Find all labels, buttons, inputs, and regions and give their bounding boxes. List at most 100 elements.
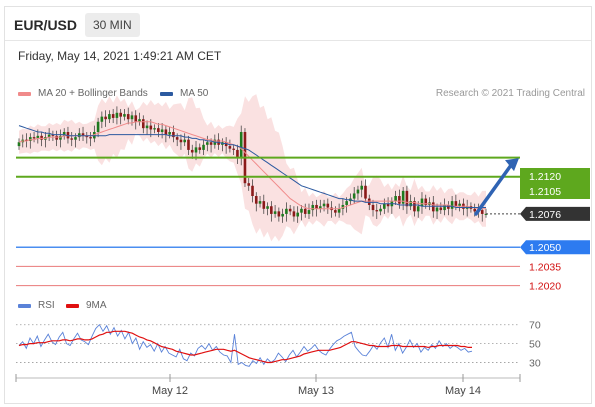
candle-body: [360, 185, 364, 190]
legend-label: RSI: [38, 300, 55, 311]
candle-body: [311, 204, 315, 211]
candle-body: [126, 114, 130, 120]
bollinger-band: [19, 94, 486, 242]
candle-body: [371, 204, 375, 211]
ma20-swatch: [18, 91, 31, 96]
price-label-current: 1.2076: [529, 209, 561, 221]
legend-item-ma50: MA 50: [160, 88, 208, 99]
candle-body: [153, 128, 156, 130]
x-tick-label: May 13: [298, 385, 334, 397]
candle-body: [149, 125, 153, 130]
candle-body: [318, 206, 322, 209]
candle-body: [431, 202, 435, 212]
candle-body: [70, 138, 74, 140]
timeframe-badge[interactable]: 30 MIN: [85, 13, 140, 37]
candle-body: [292, 211, 296, 217]
rsi-tick-label: 50: [529, 339, 541, 351]
legend-item-rsi: RSI: [18, 300, 55, 311]
legend-label: MA 20 + Bollinger Bands: [38, 88, 148, 99]
candle-body: [458, 203, 461, 207]
candle-body: [364, 185, 367, 199]
candle-body: [194, 147, 198, 153]
candle-body: [119, 112, 122, 117]
x-tick-label: May 14: [445, 385, 481, 397]
rsi-series-9ma: [18, 330, 472, 364]
candle-body: [93, 132, 96, 139]
ma50-line: [18, 125, 486, 208]
candle-body: [443, 204, 446, 211]
candle-body: [386, 203, 390, 207]
candle-body: [28, 137, 32, 141]
candle-body: [326, 203, 330, 208]
candle-body: [416, 206, 420, 212]
candle-body: [111, 114, 115, 118]
candle-body: [322, 203, 326, 207]
candle-body: [179, 139, 183, 143]
candle-body: [239, 132, 243, 158]
candle-body: [157, 128, 160, 132]
rsi-tick-label: 70: [529, 320, 541, 332]
candle-body: [307, 210, 311, 214]
candle-body: [424, 198, 428, 205]
candle-body: [341, 204, 345, 209]
candle-body: [266, 206, 269, 209]
candle-body: [100, 116, 104, 122]
candle-body: [168, 132, 171, 135]
target-arrow-shaft: [474, 163, 513, 216]
candle-body: [59, 135, 62, 140]
candle-body: [202, 144, 205, 150]
candle-body: [383, 203, 386, 209]
candle-body: [115, 112, 119, 118]
candle-body: [352, 193, 356, 199]
candle-body: [273, 211, 277, 214]
price-label-pivot: 1.2050: [529, 242, 561, 254]
candle-body: [420, 198, 424, 207]
candle-body: [138, 119, 141, 122]
candle-body: [160, 129, 164, 132]
currency-pair-title: EUR/USD: [14, 17, 78, 33]
candle-body: [367, 198, 371, 205]
candle-body: [251, 185, 254, 196]
candle-body: [74, 137, 77, 140]
candle-body: [356, 189, 360, 194]
candle-body: [296, 212, 299, 217]
ma20-line: [18, 121, 486, 210]
x-tick-label: May 12: [152, 385, 188, 397]
candle-body: [270, 206, 273, 214]
header-bar: [5, 7, 591, 41]
candle-body: [262, 201, 266, 209]
candle-body: [25, 139, 28, 141]
candle-body: [401, 190, 405, 204]
candle-body: [232, 148, 235, 150]
candle-body: [258, 201, 262, 204]
candle-body: [288, 208, 292, 212]
candle-body: [398, 196, 401, 204]
resistance-label-box: [520, 168, 590, 199]
candle-body: [164, 129, 168, 135]
legend-item-9ma: 9MA: [66, 300, 107, 311]
current-label-box: [520, 206, 590, 221]
candle-body: [172, 132, 175, 138]
candle-body: [228, 146, 232, 149]
candle-body: [337, 208, 341, 213]
rsi-tick-label: 30: [529, 358, 541, 370]
candle-body: [447, 204, 450, 209]
legend-item-ma20: MA 20 + Bollinger Bands: [18, 88, 148, 99]
candle-body: [62, 132, 66, 136]
candle-body: [254, 196, 258, 204]
candle-body: [206, 142, 209, 145]
candle-body: [409, 201, 412, 207]
candle-body: [413, 201, 416, 212]
candle-body: [435, 207, 439, 212]
candle-body: [104, 116, 107, 120]
candle-body: [77, 133, 81, 138]
candle-body: [450, 201, 454, 209]
candle-body: [96, 121, 100, 132]
candle-body: [454, 201, 458, 207]
candle-body: [405, 190, 409, 207]
candle-body: [55, 135, 58, 140]
candle-body: [209, 142, 213, 145]
candle-body: [175, 137, 179, 140]
candle-body: [141, 119, 145, 129]
